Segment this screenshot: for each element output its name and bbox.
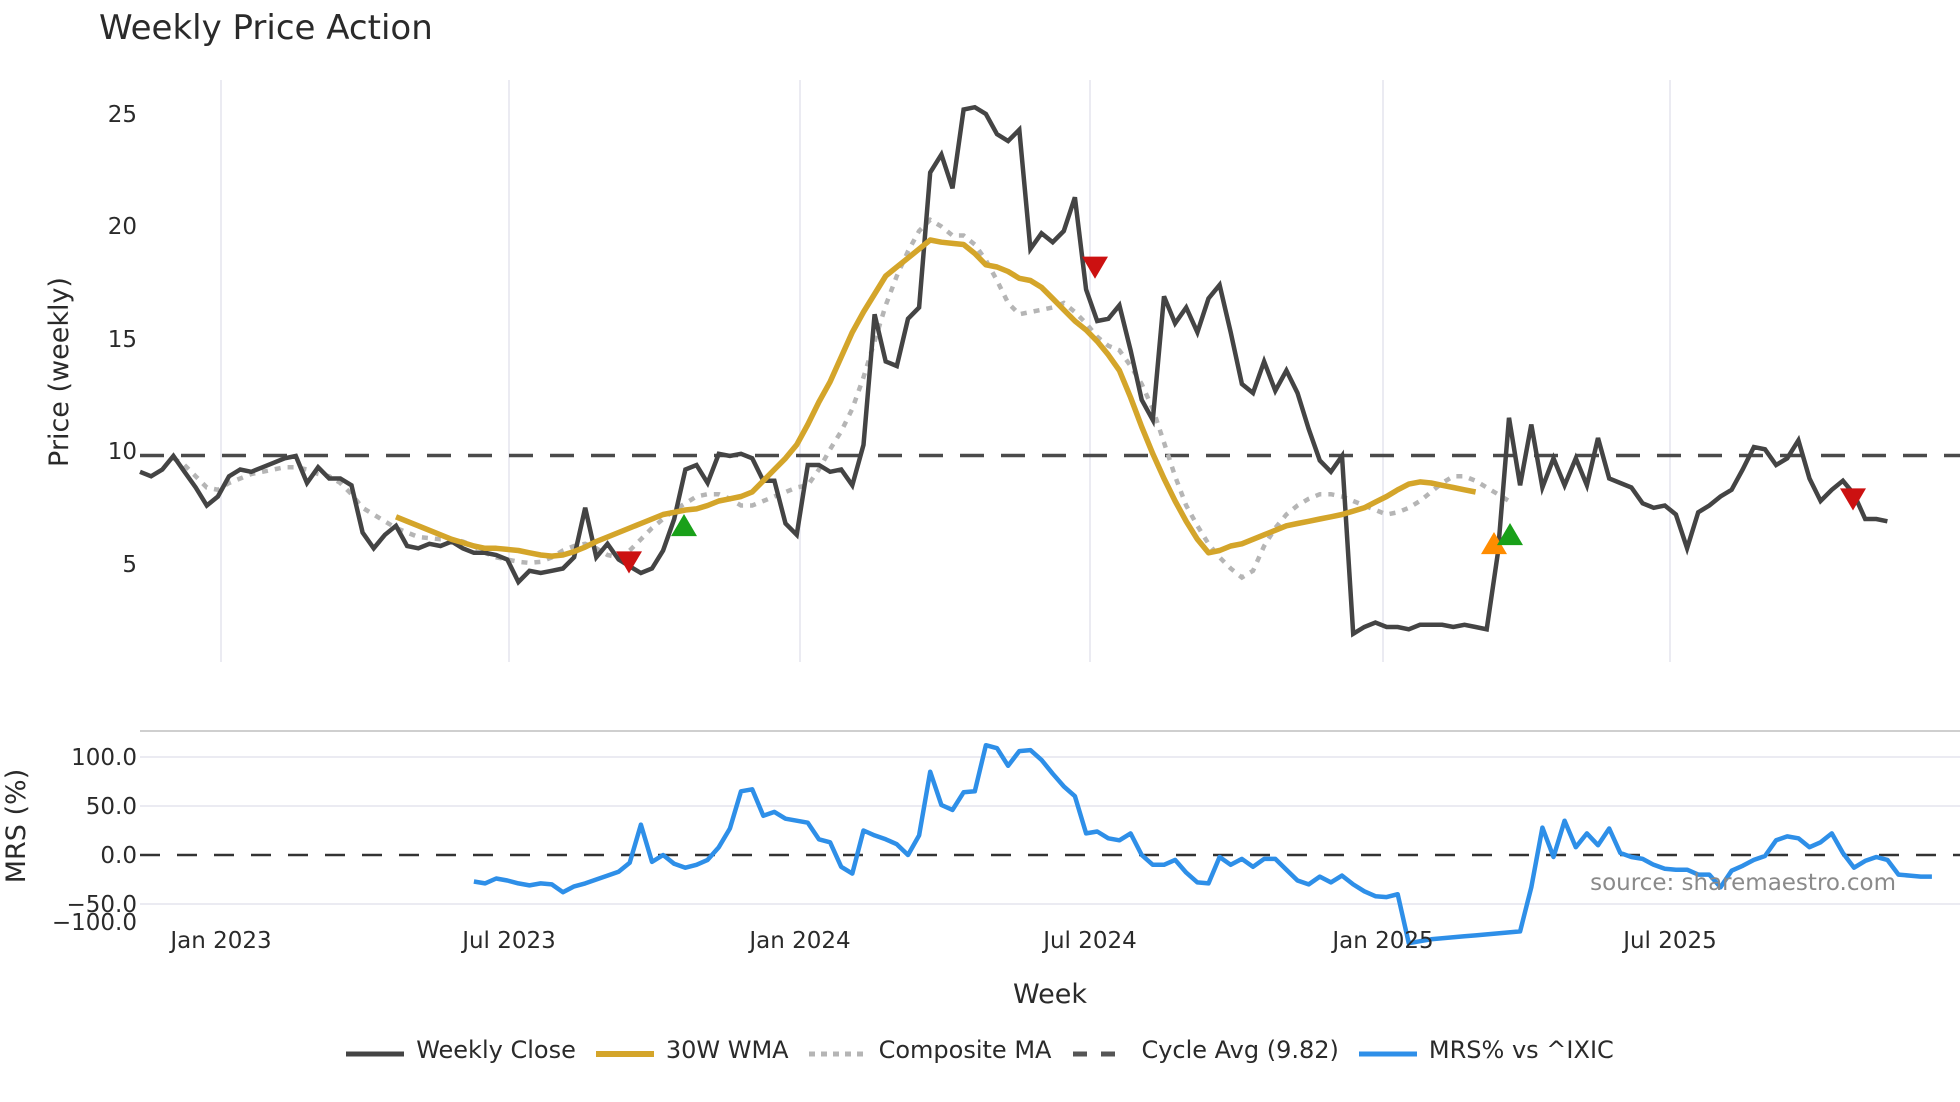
x-tick: Jan 2025 [1330,928,1433,954]
solid-line-icon [595,1041,654,1059]
legend-item-wma[interactable]: 30W WMA [595,1036,789,1064]
legend: Weekly Close 30W WMA Composite MA Cycle … [0,1036,1960,1064]
legend-label: Cycle Avg (9.82) [1141,1036,1339,1064]
y-tick: −50.0 [67,892,137,918]
y-tick: 15 [108,327,137,353]
x-tick: Jul 2024 [1041,928,1137,954]
x-tick: Jan 2023 [168,928,271,954]
weekly-close-line [139,104,1888,638]
legend-item-mrs[interactable]: MRS% vs ^IXIC [1358,1036,1614,1064]
sell-signal-icon [616,551,642,574]
x-tick: Jul 2025 [1621,928,1717,954]
y-tick: 0.0 [100,843,137,869]
sell-signal-icon [1082,256,1108,279]
x-tick: Jul 2023 [460,928,556,954]
buy-signal-icon [1497,523,1523,546]
sell-signal-icon [1840,488,1866,511]
price-y-axis-title: Price (weekly) [44,277,75,467]
y-tick: 25 [108,102,137,128]
mrs-gridlines [140,730,1960,905]
chart-title: Weekly Price Action [99,8,433,48]
vertical-gridlines [220,80,1671,662]
signal-markers [616,256,1866,574]
legend-label: Weekly Close [416,1036,576,1064]
dashed-line-icon [1071,1041,1130,1059]
legend-item-weekly-close[interactable]: Weekly Close [346,1036,576,1064]
x-ticks: Jan 2023 Jul 2023 Jan 2024 Jul 2024 Jan … [168,928,1716,954]
y-tick: 50.0 [86,794,137,820]
mrs-line [473,742,1932,946]
wma-30w-line [394,237,1477,559]
source-annotation: source: sharemaestro.com [1590,870,1896,896]
solid-line-icon [346,1041,405,1059]
legend-label: MRS% vs ^IXIC [1428,1036,1614,1064]
buy-signal-icon [671,514,697,537]
legend-label: Composite MA [878,1036,1052,1064]
y-tick: 5 [122,552,137,578]
legend-item-composite-ma[interactable]: Composite MA [808,1036,1052,1064]
composite-ma-line [172,216,1511,581]
solid-line-icon [1358,1041,1417,1059]
mrs-y-axis-title: MRS (%) [1,769,32,884]
x-axis-title: Week [1013,979,1087,1010]
y-tick: 100.0 [71,745,137,771]
y-tick: 10 [108,439,137,465]
price-y-ticks: 25 20 15 10 5 [108,102,137,578]
y-tick: 20 [108,214,137,240]
mrs-y-ticks: 100.0 50.0 0.0 −50.0 −100.0 [52,745,137,936]
legend-item-cycle-avg[interactable]: Cycle Avg (9.82) [1071,1036,1339,1064]
x-tick: Jan 2024 [747,928,850,954]
dotted-line-icon [808,1041,867,1059]
legend-label: 30W WMA [665,1036,789,1064]
y-tick: −100.0 [52,910,137,936]
buy-signal-icon [1481,532,1507,555]
